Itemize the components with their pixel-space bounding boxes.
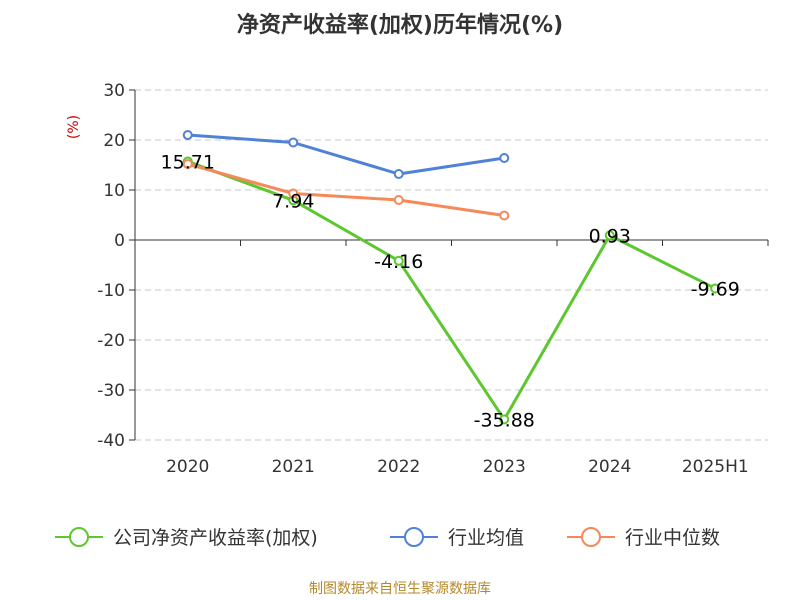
series-layer — [182, 130, 721, 425]
data-point — [499, 153, 510, 163]
legend: 公司净资产收益率(加权) 行业均值 行业中位数 — [55, 527, 720, 549]
data-label: -4.16 — [374, 251, 423, 273]
series-line-2 — [187, 162, 505, 217]
chart-title: 净资产收益率(加权)历年情况(%) — [237, 12, 563, 38]
data-point — [288, 137, 299, 148]
data-point — [393, 169, 404, 179]
axes: 30 20 10 0 -10 -20 -30 -40 2020 2021 2022 2023 2024 2… — [97, 81, 769, 477]
data-label: -9.69 — [691, 278, 740, 300]
x-tick-label: 2020 — [166, 457, 209, 477]
legend-swatch-marker — [581, 527, 601, 547]
data-point — [499, 414, 510, 425]
data-point — [182, 130, 193, 140]
legend-label: 行业中位数 — [625, 527, 720, 549]
data-point — [393, 195, 404, 205]
y-tick-label: -30 — [97, 381, 125, 401]
x-tick-label: 2025H1 — [682, 457, 749, 477]
data-point — [710, 283, 721, 294]
y-axis-unit-label: (%) — [66, 115, 82, 139]
series-line-0 — [187, 160, 716, 421]
y-tick-label: -40 — [97, 431, 125, 451]
data-point — [288, 188, 299, 199]
y-tick-label: 20 — [103, 131, 125, 151]
source-note: 制图数据来自恒生聚源数据库 — [309, 581, 491, 597]
data-point — [393, 255, 404, 266]
legend-swatch-marker — [404, 527, 424, 547]
data-label: 7.94 — [272, 190, 314, 212]
y-tick-label: 0 — [114, 231, 125, 251]
legend-label: 公司净资产收益率(加权) — [113, 527, 318, 549]
gridlines — [135, 89, 768, 441]
legend-label: 行业均值 — [448, 527, 524, 549]
data-point — [499, 210, 510, 221]
data-label: 0.93 — [589, 225, 631, 247]
y-tick-label: 30 — [103, 81, 125, 101]
x-tick-label: 2021 — [272, 457, 315, 477]
x-tick-label: 2023 — [483, 457, 526, 477]
y-tick-label: -20 — [97, 331, 125, 351]
x-tick-label: 2024 — [588, 457, 631, 477]
y-tick-label: 10 — [103, 181, 125, 201]
y-tick-label: -10 — [97, 281, 125, 301]
legend-swatch-marker — [69, 527, 89, 547]
data-point — [604, 230, 615, 241]
data-label: 15.71 — [161, 151, 215, 173]
data-labels: 15.71 7.94 -4.16 -35.88 0.93 -9.69 — [161, 151, 740, 431]
data-point — [182, 159, 193, 169]
series-line-1 — [187, 133, 505, 176]
x-tick-label: 2022 — [377, 457, 420, 477]
data-label: -35.88 — [474, 409, 535, 431]
